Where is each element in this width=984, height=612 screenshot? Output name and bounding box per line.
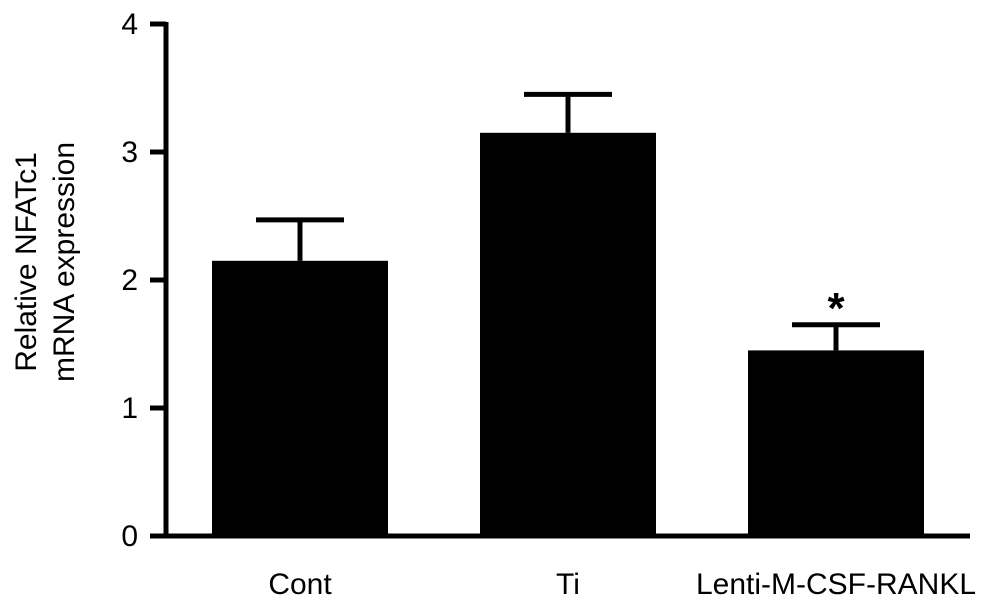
- y-axis-title: Relative NFATc1 mRNA expression: [10, 142, 81, 382]
- bars: [212, 132, 924, 537]
- y-axis-title-line-1: Relative NFATc1: [10, 152, 43, 372]
- x-tick-label-0: Cont: [268, 568, 332, 601]
- significance-asterisk-0: *: [827, 284, 845, 333]
- annotations: *: [827, 284, 845, 333]
- y-tick-label-0: 0: [121, 520, 138, 553]
- y-tick-label-3: 3: [121, 136, 138, 169]
- bar-1: [480, 132, 656, 537]
- y-tick-label-4: 4: [121, 8, 138, 41]
- error-bars: [256, 91, 880, 351]
- x-tick-label-2: Lenti-M-CSF-RANKL: [696, 568, 976, 601]
- x-tick-label-1: Ti: [556, 568, 580, 601]
- y-tick-label-2: 2: [121, 264, 138, 297]
- y-axis-title-line-2: mRNA expression: [48, 142, 81, 382]
- x-tick-labels: Cont Ti Lenti-M-CSF-RANKL: [268, 568, 976, 601]
- y-ticks: 0 1 2 3 4: [121, 8, 166, 553]
- bar-2: [748, 350, 924, 536]
- bar-0: [212, 260, 388, 536]
- y-tick-label-1: 1: [121, 392, 138, 425]
